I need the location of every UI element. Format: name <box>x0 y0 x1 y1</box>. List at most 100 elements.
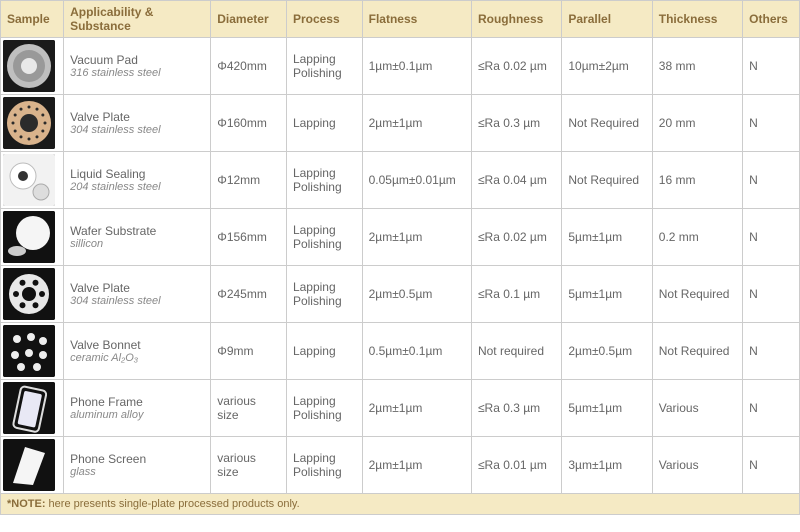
applicability-cell: Phone Framealuminum alloy <box>64 380 211 437</box>
flatness-cell: 0.5µm±0.1µm <box>362 323 471 380</box>
flatness-cell: 1µm±0.1µm <box>362 38 471 95</box>
sample-thumb-icon <box>3 325 55 377</box>
sample-cell <box>1 437 64 494</box>
sample-thumb-icon <box>3 382 55 434</box>
sample-cell <box>1 323 64 380</box>
thickness-cell: 16 mm <box>652 152 742 209</box>
table-row: Wafer SubstratesilliconΦ156mmLapping Pol… <box>1 209 800 266</box>
process-cell: Lapping Polishing <box>286 209 362 266</box>
others-cell: N <box>743 266 800 323</box>
applicability-name: Vacuum Pad <box>70 53 204 67</box>
col-process: Process <box>286 1 362 38</box>
table-row: Valve Plate304 stainless steelΦ160mmLapp… <box>1 95 800 152</box>
applicability-name: Wafer Substrate <box>70 224 204 238</box>
thickness-cell: 20 mm <box>652 95 742 152</box>
flatness-cell: 2µm±0.5µm <box>362 266 471 323</box>
parallel-cell: 5µm±1µm <box>562 380 652 437</box>
flatness-cell: 2µm±1µm <box>362 380 471 437</box>
flatness-cell: 2µm±1µm <box>362 209 471 266</box>
parallel-cell: 5µm±1µm <box>562 266 652 323</box>
parallel-cell: 10µm±2µm <box>562 38 652 95</box>
applicability-substance: sillicon <box>70 238 204 250</box>
thickness-cell: 0.2 mm <box>652 209 742 266</box>
applicability-cell: Vacuum Pad316 stainless steel <box>64 38 211 95</box>
roughness-cell: ≤Ra 0.02 µm <box>471 38 561 95</box>
table-row: Phone Screenglassvarious sizeLapping Pol… <box>1 437 800 494</box>
parallel-cell: 5µm±1µm <box>562 209 652 266</box>
roughness-cell: ≤Ra 0.3 µm <box>471 95 561 152</box>
applicability-name: Valve Plate <box>70 281 204 295</box>
others-cell: N <box>743 95 800 152</box>
roughness-cell: ≤Ra 0.04 µm <box>471 152 561 209</box>
sample-cell <box>1 38 64 95</box>
parallel-cell: 2µm±0.5µm <box>562 323 652 380</box>
table-row: Phone Framealuminum alloyvarious sizeLap… <box>1 380 800 437</box>
sample-cell <box>1 209 64 266</box>
thickness-cell: Various <box>652 437 742 494</box>
diameter-cell: various size <box>211 437 287 494</box>
applicability-substance: ceramic Al₂O₃ <box>70 352 204 364</box>
roughness-cell: Not required <box>471 323 561 380</box>
flatness-cell: 0.05µm±0.01µm <box>362 152 471 209</box>
sample-thumb-icon <box>3 439 55 491</box>
others-cell: N <box>743 323 800 380</box>
applicability-name: Phone Screen <box>70 452 204 466</box>
spec-table: Sample Applicability & Substance Diamete… <box>0 0 800 515</box>
sample-cell <box>1 380 64 437</box>
col-thickness: Thickness <box>652 1 742 38</box>
diameter-cell: Φ160mm <box>211 95 287 152</box>
process-cell: Lapping Polishing <box>286 152 362 209</box>
sample-thumb-icon <box>3 97 55 149</box>
thickness-cell: 38 mm <box>652 38 742 95</box>
col-roughness: Roughness <box>471 1 561 38</box>
thickness-cell: Not Required <box>652 323 742 380</box>
table-row: Valve Plate304 stainless steelΦ245mmLapp… <box>1 266 800 323</box>
roughness-cell: ≤Ra 0.3 µm <box>471 380 561 437</box>
others-cell: N <box>743 380 800 437</box>
diameter-cell: various size <box>211 380 287 437</box>
sample-thumb-icon <box>3 154 55 206</box>
col-applicability: Applicability & Substance <box>64 1 211 38</box>
applicability-cell: Valve Plate304 stainless steel <box>64 266 211 323</box>
col-others: Others <box>743 1 800 38</box>
others-cell: N <box>743 209 800 266</box>
col-diameter: Diameter <box>211 1 287 38</box>
others-cell: N <box>743 152 800 209</box>
diameter-cell: Φ12mm <box>211 152 287 209</box>
col-sample: Sample <box>1 1 64 38</box>
parallel-cell: Not Required <box>562 152 652 209</box>
applicability-name: Phone Frame <box>70 395 204 409</box>
applicability-cell: Valve Bonnetceramic Al₂O₃ <box>64 323 211 380</box>
applicability-substance: 204 stainless steel <box>70 181 204 193</box>
parallel-cell: 3µm±1µm <box>562 437 652 494</box>
applicability-cell: Wafer Substratesillicon <box>64 209 211 266</box>
process-cell: Lapping Polishing <box>286 266 362 323</box>
col-parallel: Parallel <box>562 1 652 38</box>
thickness-cell: Various <box>652 380 742 437</box>
process-cell: Lapping Polishing <box>286 437 362 494</box>
sample-cell <box>1 266 64 323</box>
applicability-cell: Valve Plate304 stainless steel <box>64 95 211 152</box>
applicability-substance: 304 stainless steel <box>70 124 204 136</box>
table-row: Valve Bonnetceramic Al₂O₃Φ9mmLapping0.5µ… <box>1 323 800 380</box>
diameter-cell: Φ9mm <box>211 323 287 380</box>
table-row: Liquid Sealing204 stainless steelΦ12mmLa… <box>1 152 800 209</box>
applicability-name: Valve Bonnet <box>70 338 204 352</box>
process-cell: Lapping Polishing <box>286 38 362 95</box>
diameter-cell: Φ420mm <box>211 38 287 95</box>
parallel-cell: Not Required <box>562 95 652 152</box>
flatness-cell: 2µm±1µm <box>362 437 471 494</box>
applicability-substance: aluminum alloy <box>70 409 204 421</box>
note-row: *NOTE: here presents single-plate proces… <box>1 494 800 515</box>
applicability-substance: 304 stainless steel <box>70 295 204 307</box>
thickness-cell: Not Required <box>652 266 742 323</box>
process-cell: Lapping <box>286 323 362 380</box>
applicability-cell: Phone Screenglass <box>64 437 211 494</box>
process-cell: Lapping Polishing <box>286 380 362 437</box>
others-cell: N <box>743 38 800 95</box>
roughness-cell: ≤Ra 0.02 µm <box>471 209 561 266</box>
sample-thumb-icon <box>3 268 55 320</box>
flatness-cell: 2µm±1µm <box>362 95 471 152</box>
roughness-cell: ≤Ra 0.01 µm <box>471 437 561 494</box>
diameter-cell: Φ156mm <box>211 209 287 266</box>
